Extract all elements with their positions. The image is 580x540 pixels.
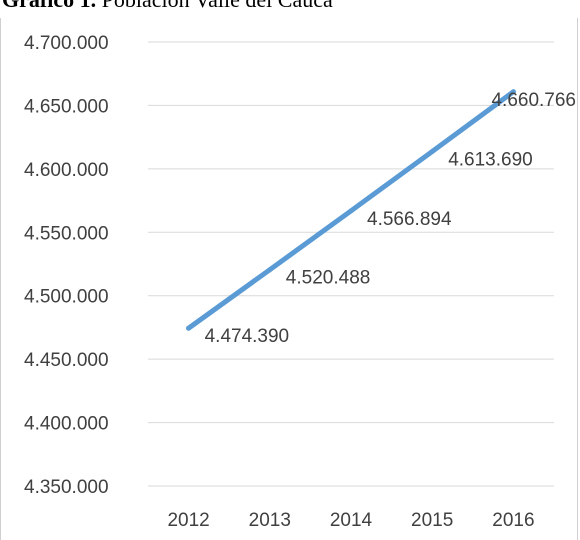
chart-title-prefix: Gráfico 1. bbox=[2, 0, 96, 12]
data-label: 4.520.488 bbox=[286, 268, 371, 289]
y-tick-label: 4.450.000 bbox=[24, 350, 109, 371]
gridlines bbox=[148, 41, 554, 487]
data-point bbox=[267, 267, 273, 273]
x-tick-label: 2016 bbox=[492, 510, 534, 531]
data-labels: 4.474.390 4.520.488 4.566.894 4.613.690 4.66… bbox=[205, 90, 576, 347]
x-tick-label: 2012 bbox=[167, 510, 209, 531]
y-tick-label: 4.500.000 bbox=[24, 287, 109, 308]
x-tick-label: 2015 bbox=[411, 510, 453, 531]
y-tick-label: 4.550.000 bbox=[24, 223, 109, 244]
series-group bbox=[186, 89, 516, 331]
data-point bbox=[429, 148, 435, 154]
data-label: 4.660.766 bbox=[491, 90, 576, 111]
data-point bbox=[510, 89, 516, 95]
x-axis-ticks: 2012 2013 2014 2015 2016 bbox=[167, 510, 534, 531]
data-label: 4.566.894 bbox=[367, 209, 452, 230]
y-tick-label: 4.700.000 bbox=[24, 33, 109, 54]
y-tick-label: 4.350.000 bbox=[24, 477, 109, 498]
y-axis-ticks: 4.350.000 4.400.000 4.450.000 4.500.000 4.55… bbox=[24, 33, 109, 498]
y-tick-label: 4.600.000 bbox=[24, 160, 109, 181]
x-tick-label: 2013 bbox=[249, 510, 291, 531]
y-tick-label: 4.400.000 bbox=[24, 414, 109, 435]
data-point bbox=[348, 208, 354, 214]
chart-title-text: Población Valle del Cauca bbox=[102, 0, 333, 12]
data-point bbox=[186, 325, 192, 331]
data-label: 4.613.690 bbox=[448, 149, 533, 170]
y-tick-label: 4.650.000 bbox=[24, 96, 109, 117]
chart-frame bbox=[0, 18, 578, 540]
chart-title: Gráfico 1. Población Valle del Cauca bbox=[2, 0, 333, 13]
x-tick-label: 2014 bbox=[330, 510, 373, 531]
data-label: 4.474.390 bbox=[205, 326, 290, 347]
